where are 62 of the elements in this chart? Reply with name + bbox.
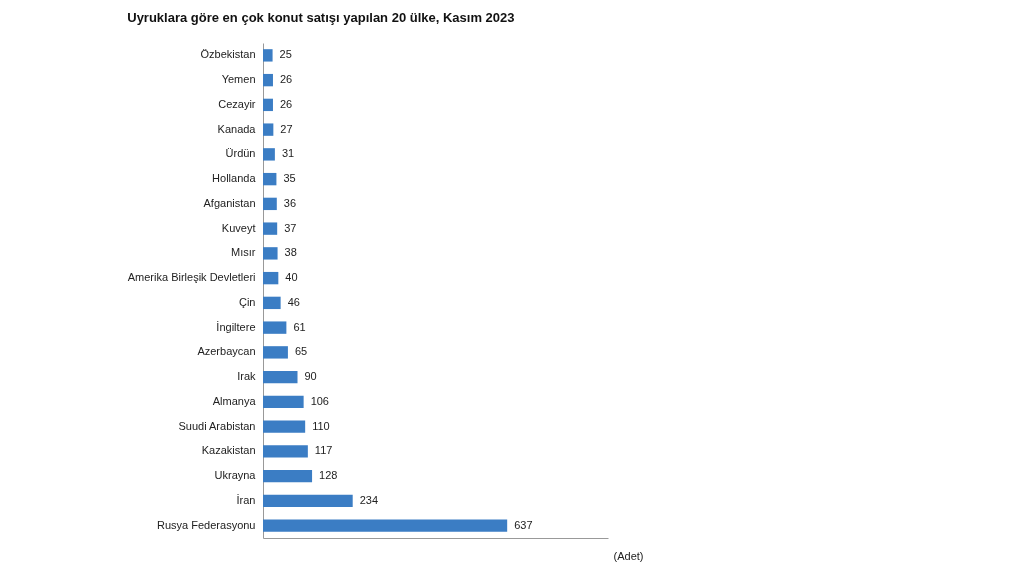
bar — [263, 73, 273, 87]
bar — [263, 395, 304, 409]
chart-title: Uyruklara göre en çok konut satışı yapılan 20 ülke, Kasım 2023 — [127, 10, 515, 25]
data-label: 234 — [359, 493, 379, 506]
y-tick-label: Çin — [238, 295, 256, 308]
data-label: 26 — [279, 97, 293, 110]
bar — [263, 445, 308, 458]
y-tick-label: Ukrayna — [214, 469, 257, 482]
bar — [263, 420, 306, 433]
bar — [263, 321, 287, 334]
y-tick-label: Cezayir — [218, 97, 256, 110]
data-label: 31 — [281, 147, 295, 160]
data-label: 106 — [310, 394, 329, 407]
y-tick-label: Kuveyt — [221, 221, 256, 234]
y-tick-label: Ürdün — [225, 147, 256, 160]
bar — [263, 271, 279, 285]
data-label: 37 — [284, 221, 297, 234]
y-tick-label: Irak — [237, 370, 256, 383]
data-label: 40 — [285, 271, 298, 284]
y-tick-label: Yemen — [221, 73, 256, 86]
data-label: 25 — [279, 48, 292, 61]
y-tick-label: Hollanda — [212, 172, 257, 185]
data-label: 128 — [319, 469, 338, 482]
data-label: 117 — [314, 444, 333, 457]
bar — [263, 519, 508, 532]
y-tick-label: Afganistan — [203, 196, 256, 209]
bar — [263, 123, 274, 136]
data-label: 637 — [514, 518, 533, 531]
bar — [263, 346, 288, 359]
bar — [263, 370, 298, 384]
y-tick-label: Suudi Arabistan — [178, 419, 256, 432]
bar — [263, 247, 278, 260]
y-tick-label: Amerika Birleşik Devletleri — [127, 271, 256, 284]
data-label: 38 — [284, 246, 297, 259]
data-label: 27 — [280, 122, 293, 135]
y-tick-label: Almanya — [212, 394, 257, 407]
y-tick-label: Kanada — [217, 122, 257, 135]
data-label: 110 — [312, 419, 330, 432]
data-label: 26 — [279, 73, 293, 86]
bar — [263, 494, 353, 508]
bar — [263, 172, 277, 186]
y-tick-label: Kazakistan — [201, 444, 256, 457]
y-tick-label: Rusya Federasyonu — [157, 518, 256, 531]
data-label: 36 — [283, 196, 297, 209]
bar — [263, 98, 273, 112]
data-label: 65 — [294, 345, 308, 358]
data-label: 46 — [287, 295, 300, 308]
y-tick-label: Özbekistan — [200, 48, 256, 61]
y-tick-label: Mısır — [231, 246, 256, 259]
y-tick-label: Azerbaycan — [197, 345, 256, 358]
bar — [263, 148, 275, 161]
data-label: 90 — [304, 370, 317, 383]
bar — [263, 222, 278, 235]
y-tick-label: İngiltere — [216, 320, 256, 333]
y-tick-label: İran — [236, 493, 256, 506]
bar — [263, 49, 273, 62]
bar — [263, 197, 277, 211]
bar — [263, 296, 281, 310]
x-axis-title: (Adet) — [613, 549, 644, 562]
data-label: 61 — [293, 320, 306, 333]
data-label: 35 — [283, 172, 296, 185]
bar — [263, 469, 313, 483]
